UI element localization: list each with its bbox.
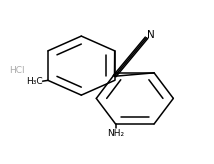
Text: H₃C: H₃C [26, 78, 42, 86]
Text: N: N [147, 30, 154, 40]
Text: HCl: HCl [9, 66, 25, 75]
Text: NH₂: NH₂ [107, 129, 124, 138]
